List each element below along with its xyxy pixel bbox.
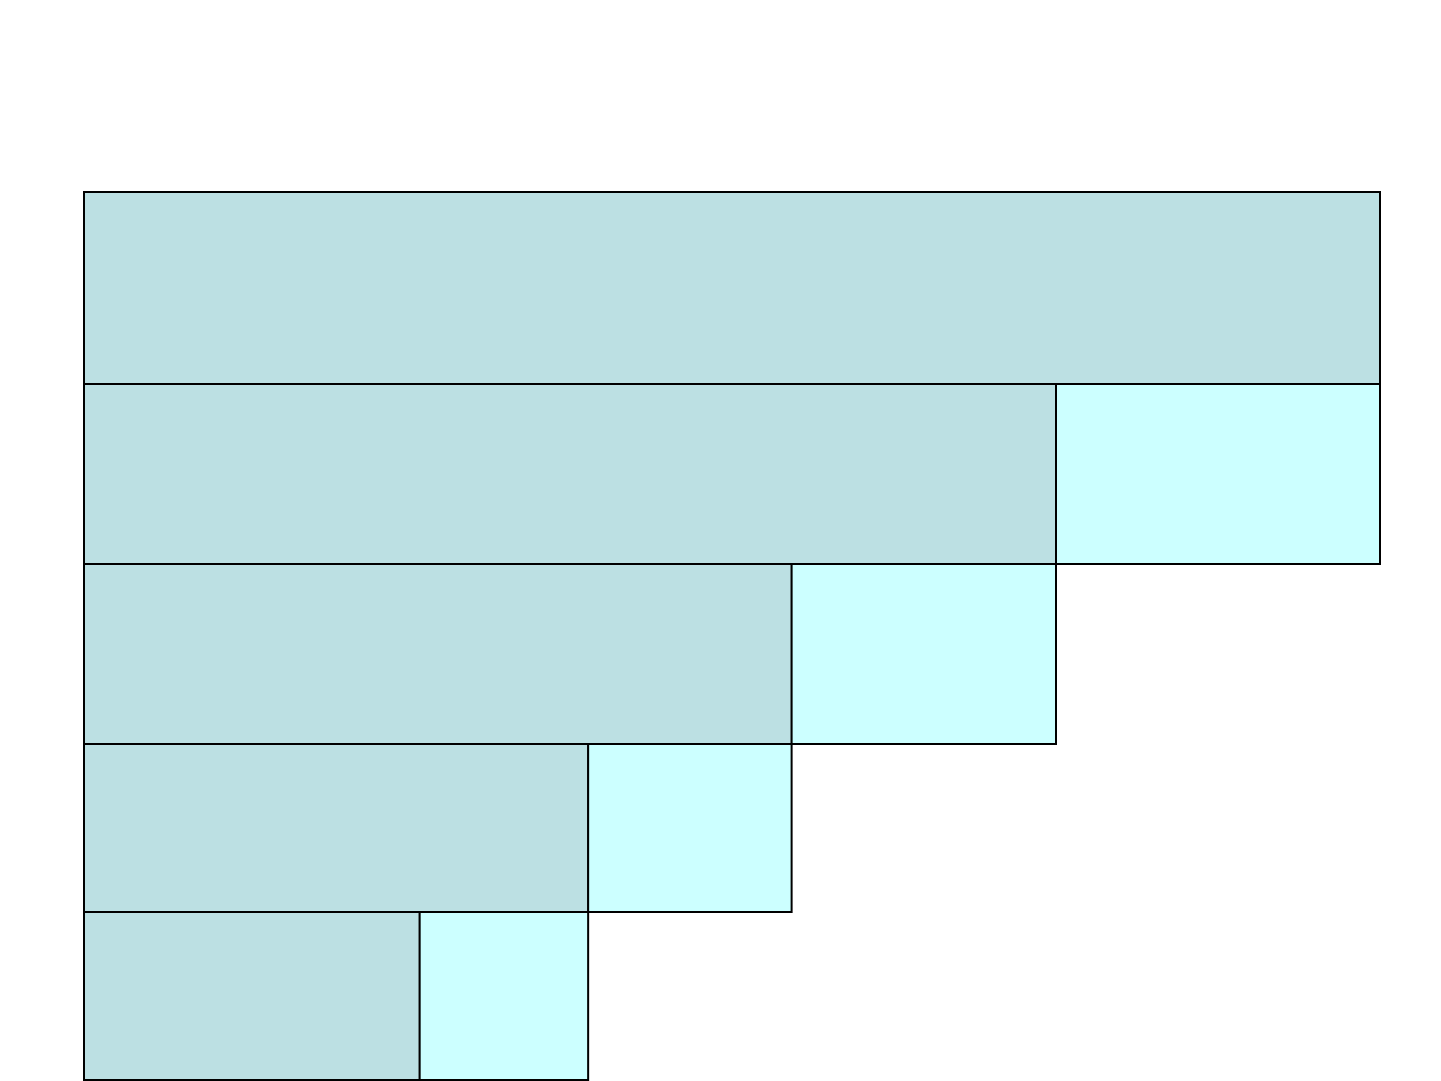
primary-block-row-4 [83,743,590,913]
primary-block-row-5 [83,911,421,1081]
secondary-block-row-4 [587,743,793,913]
primary-block-row-3 [83,563,793,745]
secondary-block-row-2 [1055,383,1381,565]
secondary-block-row-3 [790,563,1058,745]
secondary-block-row-5 [418,911,590,1081]
primary-block-row-2 [83,383,1057,565]
primary-block-row-1 [83,191,1381,385]
